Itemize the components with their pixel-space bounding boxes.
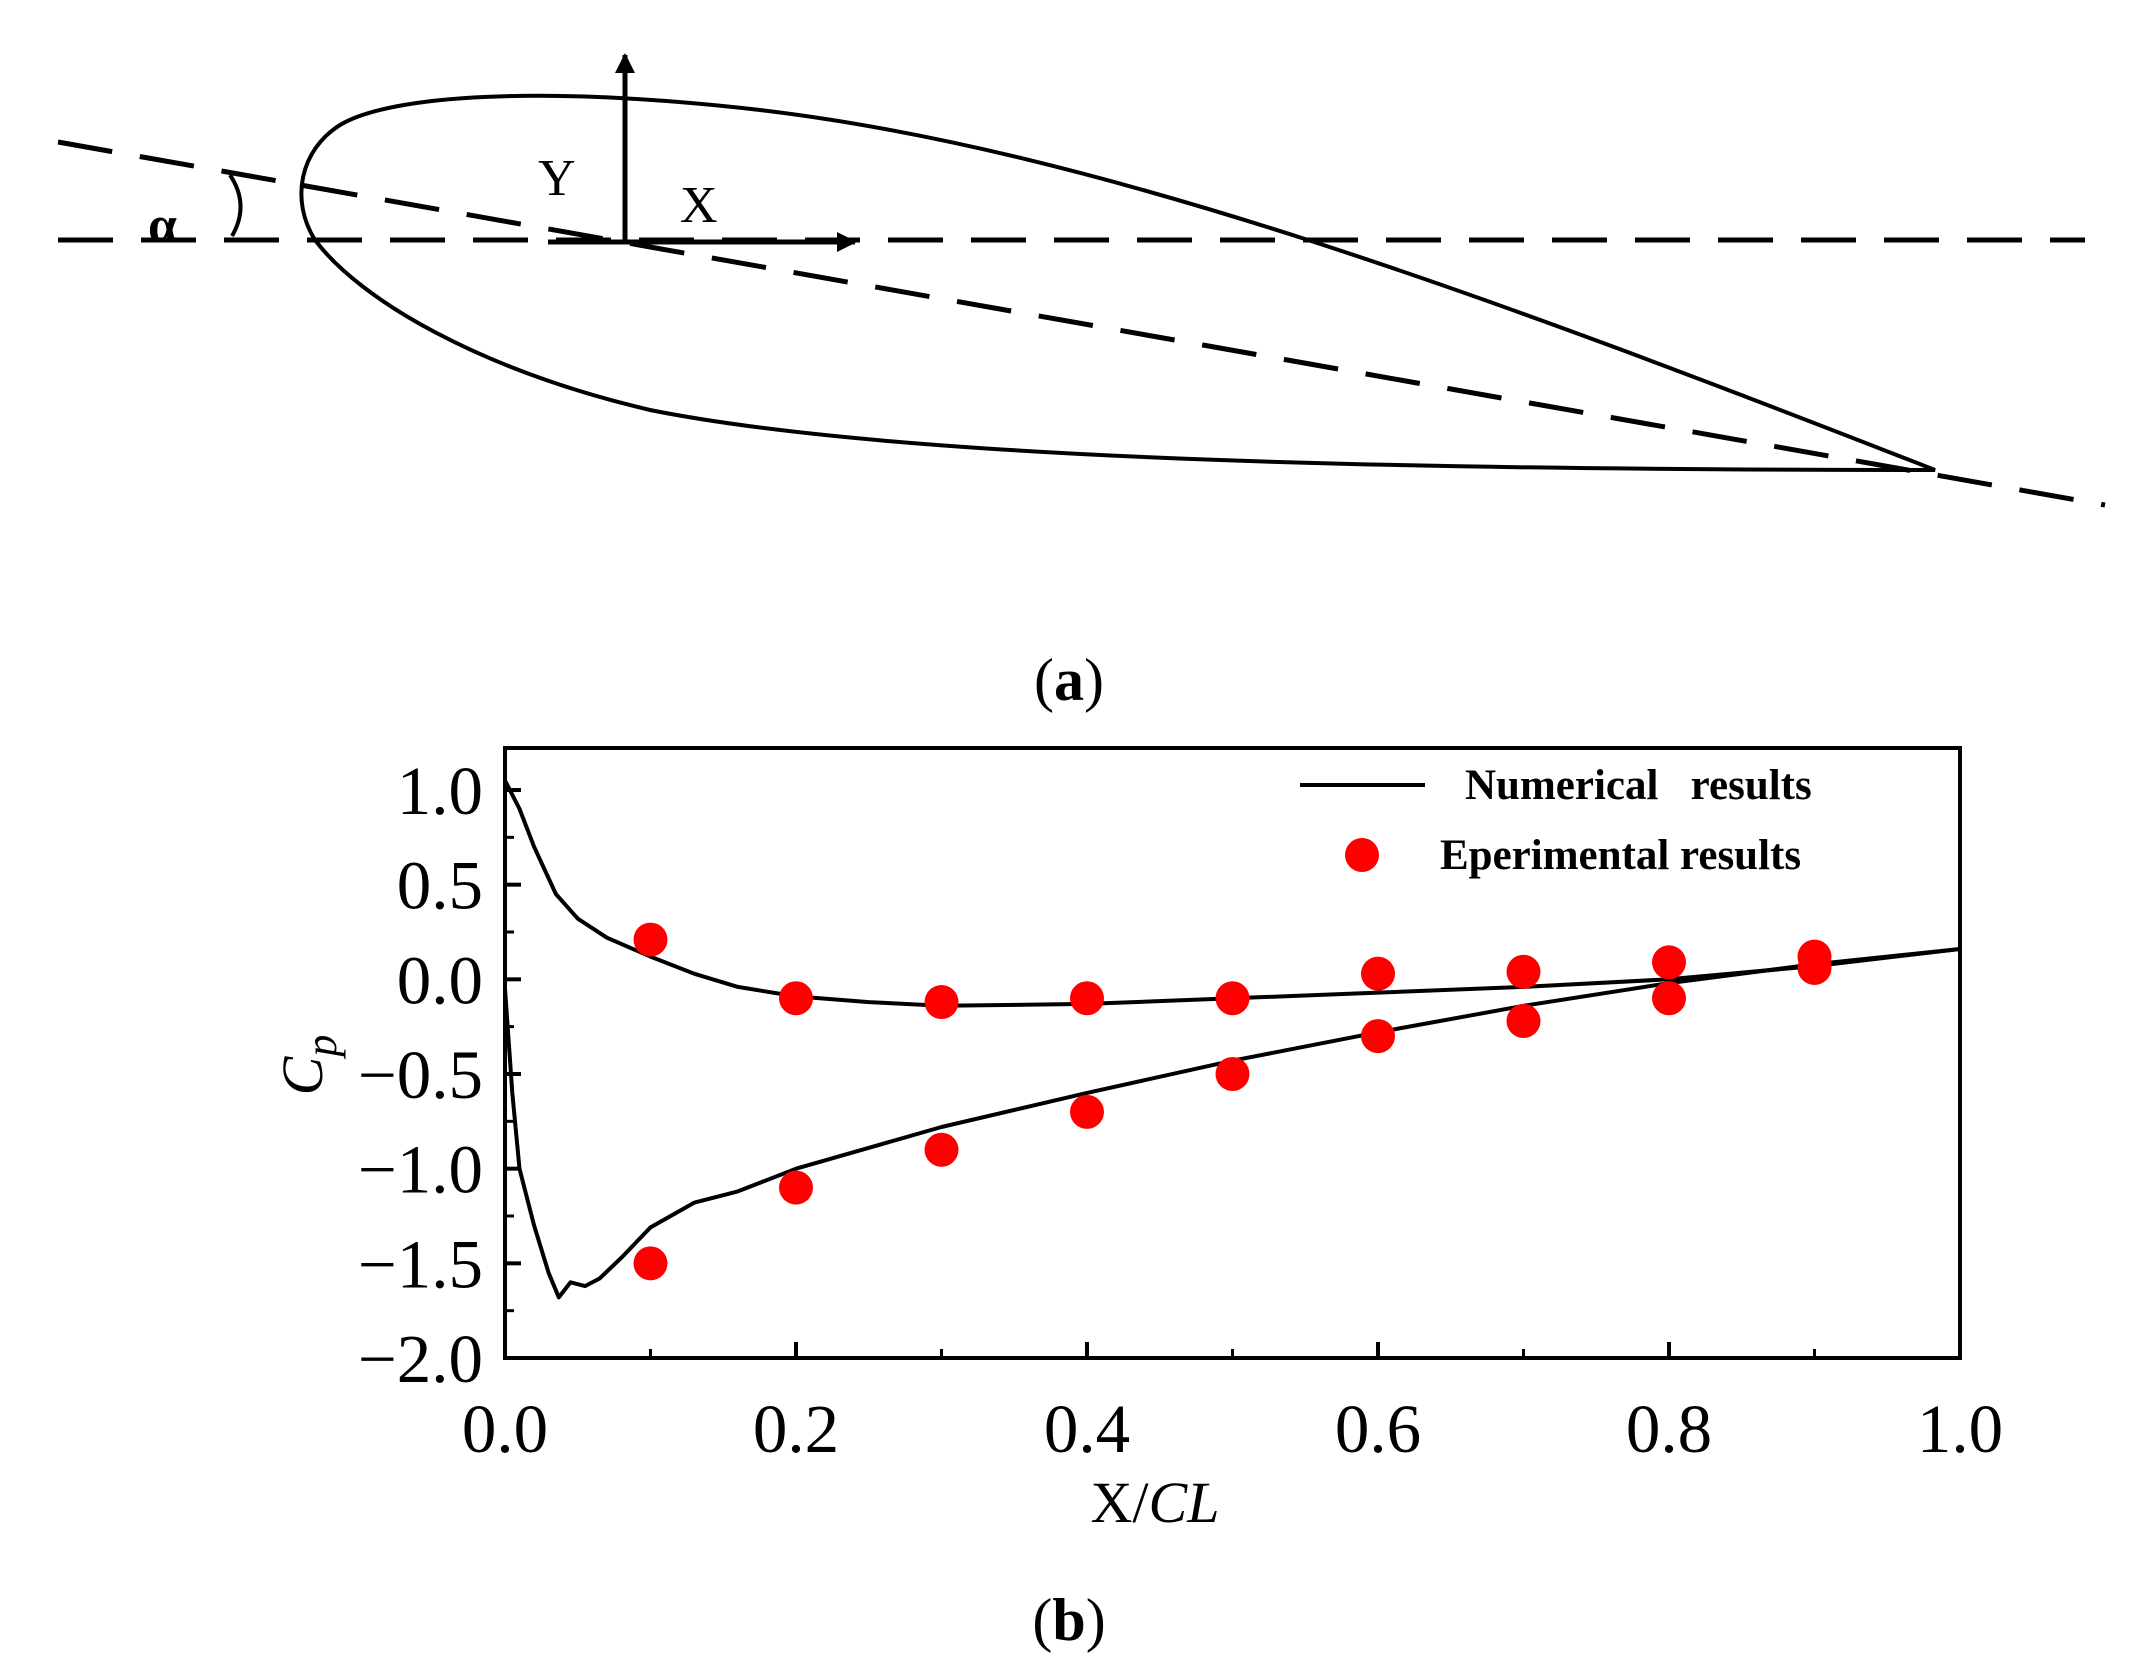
experimental-point	[1070, 1094, 1104, 1129]
x-tick-label: 0.0	[462, 1391, 548, 1467]
x-axis-title: X/CL	[1091, 1470, 1220, 1535]
x-axis-ticks: 0.0 0.2 0.4 0.6 0.8 1.0	[462, 1342, 2003, 1467]
experimental-point	[633, 1246, 668, 1281]
experimental-point	[1506, 1003, 1541, 1038]
x-tick-label: 1.0	[1917, 1391, 2003, 1467]
x-tick-label: 0.2	[753, 1391, 839, 1467]
x-tick-label: 0.6	[1335, 1391, 1421, 1467]
x-axis-label: X	[680, 177, 718, 234]
experimental-point	[924, 985, 959, 1020]
experimental-point	[1361, 956, 1395, 991]
experimental-point	[924, 1132, 959, 1167]
airfoil-diagram: α Y X	[57, 53, 2106, 508]
experimental-results-markers	[633, 922, 1832, 1281]
y-tick-label: −2.0	[358, 1321, 483, 1397]
x-tick-label: 0.8	[1626, 1391, 1712, 1467]
legend-marker-symbol	[1345, 838, 1379, 872]
legend-label-experimental: Eperimental results	[1440, 832, 1801, 879]
y-tick-label: −1.0	[358, 1132, 483, 1208]
y-axis-ticks: 1.0 0.5 0.0 −0.5 −1.0 −1.5 −2.0	[358, 753, 521, 1397]
cp-chart: 1.00.50.0−0.5−1.0−1.5−2.0 0.0 0.2 0.4 0.6 0.…	[270, 746, 2003, 1535]
experimental-point	[1652, 981, 1686, 1016]
y-axis-label: Y	[538, 150, 576, 207]
experimental-point	[779, 1170, 813, 1205]
y-axis-title: Cp	[270, 1035, 346, 1096]
angle-of-attack-arc	[228, 173, 243, 238]
experimental-point	[1361, 1019, 1395, 1054]
experimental-point	[779, 981, 813, 1016]
angle-of-attack-label: α	[148, 197, 177, 254]
experimental-point	[1070, 981, 1104, 1016]
experimental-point	[633, 922, 668, 957]
experimental-point	[1215, 1057, 1250, 1091]
numerical-curve-2	[503, 947, 1961, 1300]
airfoil-outline	[299, 93, 1936, 472]
y-tick-label: −0.5	[358, 1037, 483, 1113]
panel-label-a: (a)	[1034, 647, 1104, 713]
experimental-point	[1652, 945, 1686, 980]
experimental-point	[1797, 950, 1832, 985]
y-tick-label: 0.5	[397, 848, 483, 924]
legend-label-numerical: Numerical results	[1465, 762, 1812, 809]
x-tick-label: 0.4	[1044, 1391, 1130, 1467]
panel-label-b: (b)	[1032, 1587, 1105, 1653]
experimental-point	[1215, 981, 1250, 1016]
legend: Numerical results Eperimental results	[1300, 762, 1812, 879]
chord-dashed-line	[57, 139, 2106, 508]
y-tick-label: −1.5	[358, 1226, 483, 1302]
y-tick-label: 1.0	[397, 753, 483, 829]
experimental-point	[1506, 954, 1541, 989]
y-tick-label: 0.0	[397, 942, 483, 1018]
